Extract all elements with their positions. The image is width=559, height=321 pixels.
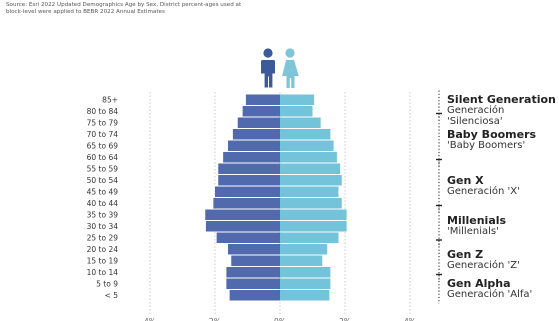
generation-name-es: 'Baby Boomers' xyxy=(447,139,526,151)
female-bar xyxy=(280,244,328,255)
age-label: 80 to 84 xyxy=(87,107,119,116)
generation-name-es: 'Millenials' xyxy=(447,225,499,237)
age-label: 20 to 24 xyxy=(87,245,119,254)
female-bar xyxy=(280,106,313,117)
x-tick-labels: 4% 2% 0% 2% 4% xyxy=(144,317,416,321)
female-bar xyxy=(280,290,330,301)
male-bar xyxy=(218,163,280,174)
x-tick-label: 0% xyxy=(274,317,286,321)
generation-label: Baby Boomers 'Baby Boomers' xyxy=(447,129,536,151)
age-label: 55 to 59 xyxy=(87,164,119,173)
female-bar xyxy=(280,140,334,151)
generation-name-es: Generación 'Z' xyxy=(447,260,520,272)
age-label: 30 to 34 xyxy=(87,222,119,231)
generation-label: Millenials 'Millenials' xyxy=(447,215,506,237)
age-label: 75 to 79 xyxy=(87,118,119,127)
female-bar xyxy=(280,129,331,140)
female-bar xyxy=(280,163,341,174)
female-bar xyxy=(280,186,339,197)
female-bar xyxy=(280,198,342,209)
generation-name-es: Generación 'X' xyxy=(447,185,520,197)
female-bar xyxy=(280,267,331,278)
male-bar xyxy=(228,244,280,255)
age-label: 5 to 9 xyxy=(96,279,118,288)
female-bar xyxy=(280,278,331,289)
generation-name-en: Millenials xyxy=(447,213,507,227)
x-tick-label: 4% xyxy=(144,317,156,321)
age-label: 85+ xyxy=(102,95,118,104)
age-labels: 85+ 80 to 84 75 to 79 70 to 74 65 to 69 60 to… xyxy=(87,95,119,300)
female-bar xyxy=(280,94,315,105)
male-person-icon xyxy=(261,48,275,88)
age-label: < 5 xyxy=(105,291,119,300)
generation-name-en: Silent Generation xyxy=(447,93,556,106)
male-bar xyxy=(228,140,280,151)
generation-name-en: Gen Alpha xyxy=(447,277,511,290)
age-label: 65 to 69 xyxy=(87,141,119,150)
age-label: 70 to 74 xyxy=(87,130,119,139)
male-bar xyxy=(226,267,280,278)
generation-label: Gen Z Generación 'Z' xyxy=(447,249,520,271)
generation-name-en: Gen X xyxy=(447,173,484,187)
generation-name-es: Generación 'Alfa' xyxy=(447,289,533,300)
generation-name-en: Gen Z xyxy=(447,248,484,262)
age-label: 10 to 14 xyxy=(87,268,119,277)
female-bar xyxy=(280,232,339,243)
age-label: 15 to 19 xyxy=(87,256,119,265)
age-label: 35 to 39 xyxy=(87,210,119,219)
female-bar xyxy=(280,221,347,232)
male-bar xyxy=(226,278,280,289)
female-bar xyxy=(280,152,337,163)
x-tick-label: 2% xyxy=(209,317,221,321)
female-person-icon xyxy=(282,48,299,88)
female-bar xyxy=(280,255,323,266)
male-bar xyxy=(218,175,280,186)
male-bar xyxy=(215,186,280,197)
female-bar xyxy=(280,117,321,128)
male-bar xyxy=(242,106,280,117)
age-label: 25 to 29 xyxy=(87,233,119,242)
female-bar xyxy=(280,209,347,220)
generation-label: Silent Generation Generación 'Silenciosa' xyxy=(447,94,559,127)
male-bar xyxy=(231,255,280,266)
male-bar xyxy=(216,232,280,243)
age-label: 50 to 54 xyxy=(87,176,119,185)
generation-label: Gen Alpha Generación 'Alfa' xyxy=(447,278,532,300)
x-tick-label: 4% xyxy=(404,317,416,321)
male-bar xyxy=(213,198,280,209)
male-bar xyxy=(237,117,280,128)
age-label: 60 to 64 xyxy=(87,153,119,162)
generation-name-es: Generación 'Silenciosa' xyxy=(447,105,505,127)
x-tick-label: 2% xyxy=(339,317,351,321)
bars xyxy=(205,94,347,301)
generation-brackets xyxy=(436,90,442,304)
male-bar xyxy=(245,94,280,105)
age-label: 40 to 44 xyxy=(87,199,119,208)
age-label: 45 to 49 xyxy=(87,187,119,196)
male-bar xyxy=(205,221,280,232)
male-bar xyxy=(229,290,280,301)
generation-name-en: Baby Boomers xyxy=(447,127,537,141)
male-bar xyxy=(205,209,280,220)
generation-label: Gen X Generación 'X' xyxy=(447,175,520,197)
source-note: Source: Esri 2022 Updated Demographics A… xyxy=(6,2,242,16)
male-bar xyxy=(223,152,280,163)
female-bar xyxy=(280,175,342,186)
male-bar xyxy=(232,129,280,140)
